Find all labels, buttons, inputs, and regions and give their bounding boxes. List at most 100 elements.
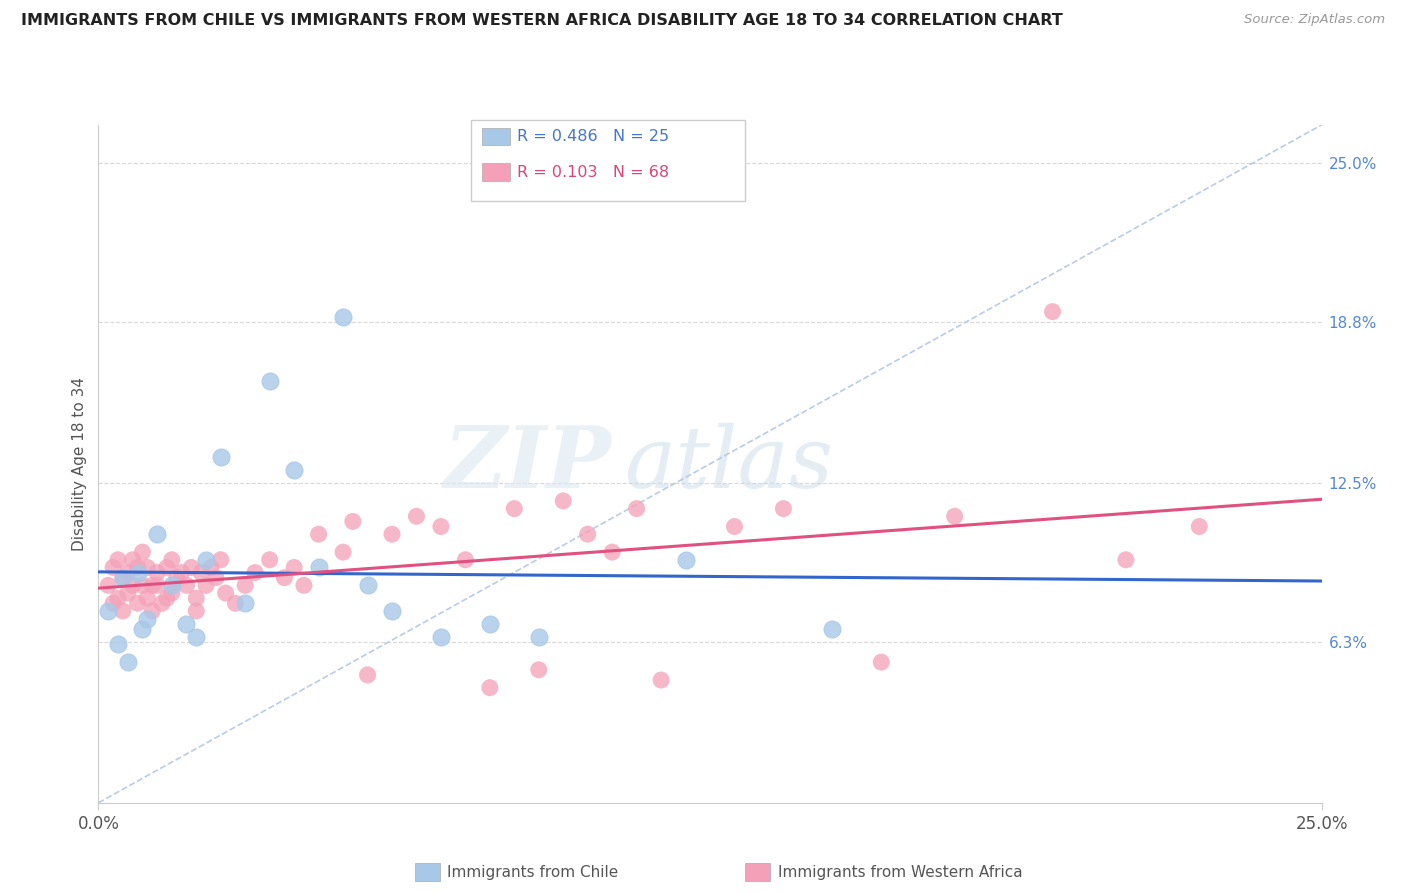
Point: [186, 591, 208, 606]
Point: [356, 578, 378, 592]
Point: [156, 560, 179, 574]
Y-axis label: Disability Age 18 to 34: Disability Age 18 to 34: [72, 376, 87, 551]
Point: [121, 553, 143, 567]
Point: [454, 553, 477, 567]
Point: [821, 622, 844, 636]
Text: ZIP: ZIP: [444, 422, 612, 506]
Point: [186, 630, 208, 644]
Point: [117, 586, 139, 600]
Point: [117, 566, 139, 580]
Text: R = 0.103   N = 68: R = 0.103 N = 68: [517, 165, 669, 179]
Point: [195, 553, 218, 567]
Point: [381, 527, 404, 541]
Point: [209, 450, 232, 465]
Point: [195, 578, 218, 592]
Point: [553, 494, 575, 508]
Text: R = 0.486   N = 25: R = 0.486 N = 25: [517, 129, 669, 144]
Point: [1115, 553, 1137, 567]
Point: [342, 515, 364, 529]
Point: [356, 668, 378, 682]
Point: [117, 655, 139, 669]
Point: [243, 566, 266, 580]
Point: [283, 560, 305, 574]
Point: [160, 578, 183, 592]
Point: [209, 553, 232, 567]
Point: [308, 527, 330, 541]
Point: [772, 501, 794, 516]
Point: [136, 591, 159, 606]
Point: [259, 374, 281, 388]
Point: [527, 630, 550, 644]
Point: [283, 463, 305, 477]
Point: [478, 616, 501, 631]
Point: [214, 586, 236, 600]
Point: [121, 578, 143, 592]
Point: [156, 591, 179, 606]
Point: [131, 622, 153, 636]
Point: [146, 566, 169, 580]
Point: [1188, 519, 1211, 533]
Point: [650, 673, 672, 687]
Point: [273, 571, 295, 585]
Point: [127, 560, 149, 574]
Text: atlas: atlas: [624, 423, 834, 505]
Point: [146, 578, 169, 592]
Point: [176, 616, 198, 631]
Point: [131, 545, 153, 559]
Point: [430, 630, 453, 644]
Point: [205, 571, 228, 585]
Point: [233, 578, 256, 592]
Point: [170, 566, 193, 580]
Point: [430, 519, 453, 533]
Point: [111, 604, 134, 618]
Point: [527, 663, 550, 677]
Text: IMMIGRANTS FROM CHILE VS IMMIGRANTS FROM WESTERN AFRICA DISABILITY AGE 18 TO 34 : IMMIGRANTS FROM CHILE VS IMMIGRANTS FROM…: [21, 13, 1063, 29]
Point: [180, 560, 202, 574]
Point: [576, 527, 599, 541]
Point: [626, 501, 648, 516]
Point: [97, 578, 120, 592]
Text: Source: ZipAtlas.com: Source: ZipAtlas.com: [1244, 13, 1385, 27]
Point: [107, 553, 129, 567]
Point: [190, 566, 212, 580]
Point: [127, 566, 149, 580]
Point: [111, 571, 134, 585]
Point: [600, 545, 623, 559]
Text: Immigrants from Chile: Immigrants from Chile: [447, 865, 619, 880]
Point: [478, 681, 501, 695]
Point: [141, 578, 163, 592]
Point: [308, 560, 330, 574]
Point: [141, 604, 163, 618]
Point: [723, 519, 745, 533]
Point: [131, 578, 153, 592]
Point: [111, 571, 134, 585]
Point: [136, 612, 159, 626]
Point: [146, 527, 169, 541]
Point: [166, 571, 188, 585]
Point: [405, 509, 427, 524]
Point: [160, 553, 183, 567]
Point: [107, 591, 129, 606]
Point: [176, 578, 198, 592]
Point: [136, 560, 159, 574]
Point: [224, 596, 246, 610]
Point: [943, 509, 966, 524]
Point: [503, 501, 526, 516]
Point: [107, 637, 129, 651]
Point: [332, 545, 354, 559]
Point: [1042, 304, 1064, 318]
Point: [870, 655, 893, 669]
Point: [150, 596, 173, 610]
Point: [381, 604, 404, 618]
Point: [127, 596, 149, 610]
Point: [233, 596, 256, 610]
Point: [259, 553, 281, 567]
Point: [675, 553, 697, 567]
Point: [160, 586, 183, 600]
Point: [101, 596, 124, 610]
Point: [292, 578, 315, 592]
Point: [200, 560, 222, 574]
Point: [101, 560, 124, 574]
Point: [97, 604, 120, 618]
Text: Immigrants from Western Africa: Immigrants from Western Africa: [778, 865, 1022, 880]
